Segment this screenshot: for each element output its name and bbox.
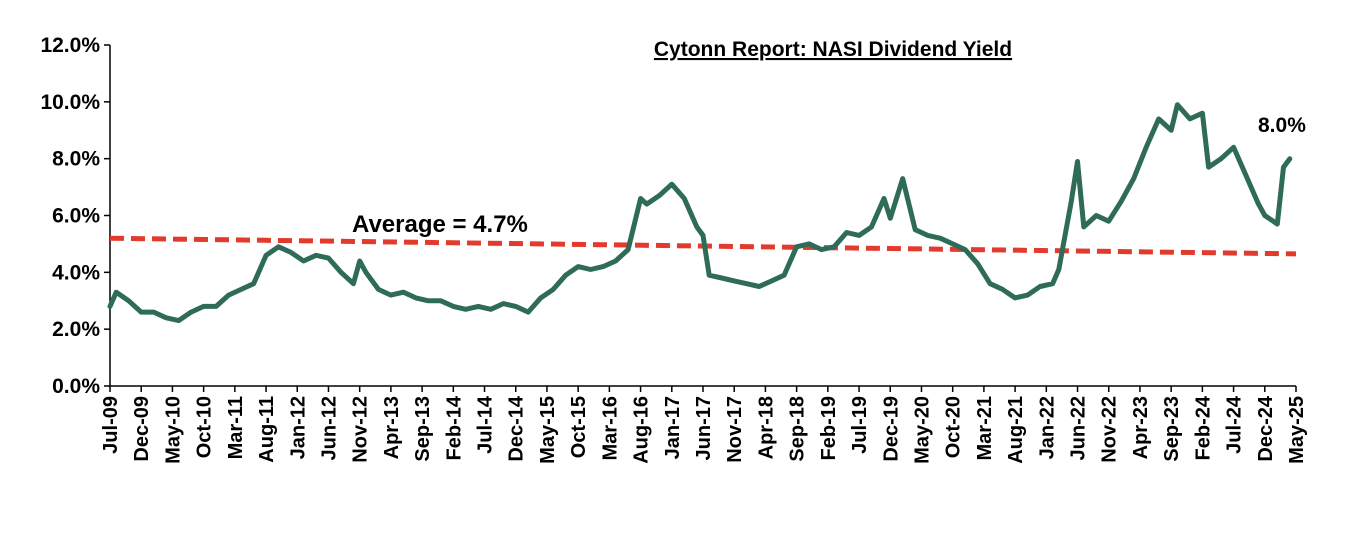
- x-tick-label: Jan-17: [662, 396, 684, 459]
- x-tick-label: Feb-14: [443, 395, 465, 460]
- y-axis: 0.0% 2.0% 4.0% 6.0% 8.0% 10.0% 12.0%: [40, 34, 111, 398]
- x-tick-label: Jul-24: [1224, 395, 1246, 454]
- x-tick-label: Mar-11: [225, 396, 247, 459]
- x-tick-label: Aug-16: [631, 396, 653, 464]
- x-tick-label: Sep-18: [787, 396, 809, 462]
- x-tick-label: Dec-24: [1255, 395, 1277, 461]
- x-tick-label: Jan-22: [1036, 396, 1058, 459]
- x-tick-label: Mar-16: [599, 396, 621, 460]
- x-tick-label: Jul-14: [475, 395, 497, 454]
- x-tick-label: Jan-12: [287, 396, 309, 459]
- x-tick-label: Jun-17: [693, 396, 715, 460]
- end-value-label: 8.0%: [1258, 114, 1306, 137]
- x-tick-label: Oct-20: [943, 396, 965, 458]
- x-tick-label: Jun-22: [1068, 396, 1090, 460]
- x-tick-label: Apr-23: [1130, 396, 1152, 459]
- series-line-0: [107, 102, 1293, 324]
- average-label: Average = 4.7%: [352, 211, 528, 238]
- x-tick-label: Dec-14: [506, 395, 528, 461]
- series-group: [107, 102, 1293, 324]
- x-tick-label: Jun-12: [318, 396, 340, 460]
- x-tick-label: Aug-11: [256, 396, 278, 463]
- x-tick-label: Nov-12: [350, 396, 372, 463]
- y-tick-label: 10.0%: [40, 91, 100, 114]
- x-axis: Jul-09 Dec-09 May-10 Oct-10 Mar-11 Aug-11 Jan-…: [100, 385, 1308, 464]
- y-tick-label: 4.0%: [52, 261, 100, 284]
- x-tick-label: Sep-23: [1161, 396, 1183, 462]
- x-tick-label: Jul-09: [100, 396, 122, 454]
- y-tick-label: 0.0%: [52, 375, 100, 398]
- x-tick-label: Mar-21: [974, 396, 996, 460]
- y-tick-label: 12.0%: [40, 34, 100, 57]
- x-tick-label: Feb-19: [818, 396, 840, 460]
- x-tick-label: Oct-15: [568, 396, 590, 458]
- x-tick-label: Nov-17: [724, 396, 746, 463]
- y-tick-label: 6.0%: [52, 205, 100, 228]
- x-tick-label: Jul-19: [849, 396, 871, 454]
- x-tick-label: Nov-22: [1099, 396, 1121, 463]
- x-tick-label: Feb-24: [1192, 395, 1214, 460]
- x-tick-label: Sep-13: [412, 396, 434, 462]
- x-tick-label: Dec-19: [880, 396, 902, 462]
- x-tick-label: May-10: [162, 396, 184, 464]
- chart-title: Cytonn Report: NASI Dividend Yield: [654, 38, 1012, 61]
- y-tick-label: 2.0%: [52, 318, 100, 341]
- x-tick-label: Apr-13: [381, 396, 403, 459]
- x-tick-label: Apr-18: [755, 396, 777, 459]
- x-tick-label: May-15: [537, 396, 559, 464]
- y-tick-label: 8.0%: [52, 148, 100, 171]
- x-tick-label: Dec-09: [131, 396, 153, 462]
- x-tick-label: Oct-10: [194, 396, 216, 458]
- x-tick-label: May-25: [1286, 396, 1308, 464]
- x-tick-label: Aug-21: [1005, 396, 1027, 464]
- x-tick-label: May-20: [911, 396, 933, 464]
